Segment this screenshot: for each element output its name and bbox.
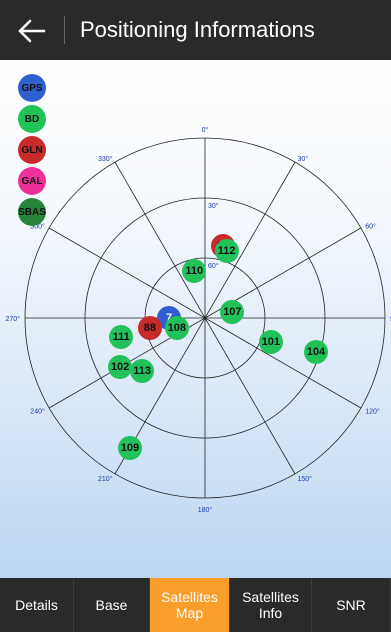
tab-snr[interactable]: SNR xyxy=(312,578,391,632)
legend-sbas: SBAS xyxy=(18,198,46,226)
azimuth-label: 30° xyxy=(298,155,309,163)
satellite-marker-101[interactable]: 101 xyxy=(258,329,283,354)
satellite-marker-107[interactable]: 107 xyxy=(220,300,245,325)
tab-satellites-info[interactable]: Satellites Info xyxy=(230,578,312,632)
legend-gal: GAL xyxy=(18,167,46,195)
azimuth-label: 300° xyxy=(30,223,45,231)
bottom-tab-bar: Details Base Satellites Map Satellites Info… xyxy=(0,578,391,632)
satellite-marker-111[interactable]: 111 xyxy=(109,325,134,350)
elevation-label: 60° xyxy=(208,262,219,270)
arrow-left-icon xyxy=(18,19,46,43)
azimuth-label: 180° xyxy=(198,506,213,514)
legend-gln: GLN xyxy=(18,136,46,164)
sky-plot-svg: 0°30°60°90°120°150°180°210°240°270°300°3… xyxy=(6,126,391,514)
elevation-label: 30° xyxy=(208,202,219,210)
azimuth-label: 330° xyxy=(98,155,113,163)
tab-satellites-map[interactable]: Satellites Map xyxy=(150,578,230,632)
azimuth-line-150 xyxy=(114,161,296,475)
satellite-marker-112[interactable]: 112 xyxy=(214,239,239,264)
azimuth-label: 0° xyxy=(202,126,209,134)
satellite-marker-110[interactable]: 110 xyxy=(182,259,207,284)
azimuth-label: 270° xyxy=(6,315,21,323)
azimuth-label: 240° xyxy=(30,408,45,416)
satellite-marker-102[interactable]: 102 xyxy=(108,355,133,379)
azimuth-label: 150° xyxy=(298,475,313,483)
tab-details[interactable]: Details xyxy=(0,578,74,632)
top-app-bar: Positioning Informations xyxy=(0,0,391,60)
tab-base[interactable]: Base xyxy=(74,578,150,632)
azimuth-label: 210° xyxy=(98,475,113,483)
satellite-marker-113[interactable]: 113 xyxy=(130,358,155,383)
azimuth-label: 120° xyxy=(365,408,380,416)
satellite-marker-108[interactable]: 108 xyxy=(164,316,189,341)
azimuth-label: 60° xyxy=(365,223,376,231)
satellite-marker-104[interactable]: 104 xyxy=(303,339,328,364)
header-divider xyxy=(64,16,65,44)
satellite-marker-88[interactable]: 88 xyxy=(137,315,162,340)
satellite-sky-map: 0°30°60°90°120°150°180°210°240°270°300°3… xyxy=(0,60,391,578)
back-button[interactable] xyxy=(14,14,48,48)
satellite-marker-109[interactable]: 109 xyxy=(118,435,142,460)
legend-gps: GPS xyxy=(18,74,46,102)
legend-bd: BD xyxy=(18,105,46,133)
page-title: Positioning Informations xyxy=(80,17,315,42)
